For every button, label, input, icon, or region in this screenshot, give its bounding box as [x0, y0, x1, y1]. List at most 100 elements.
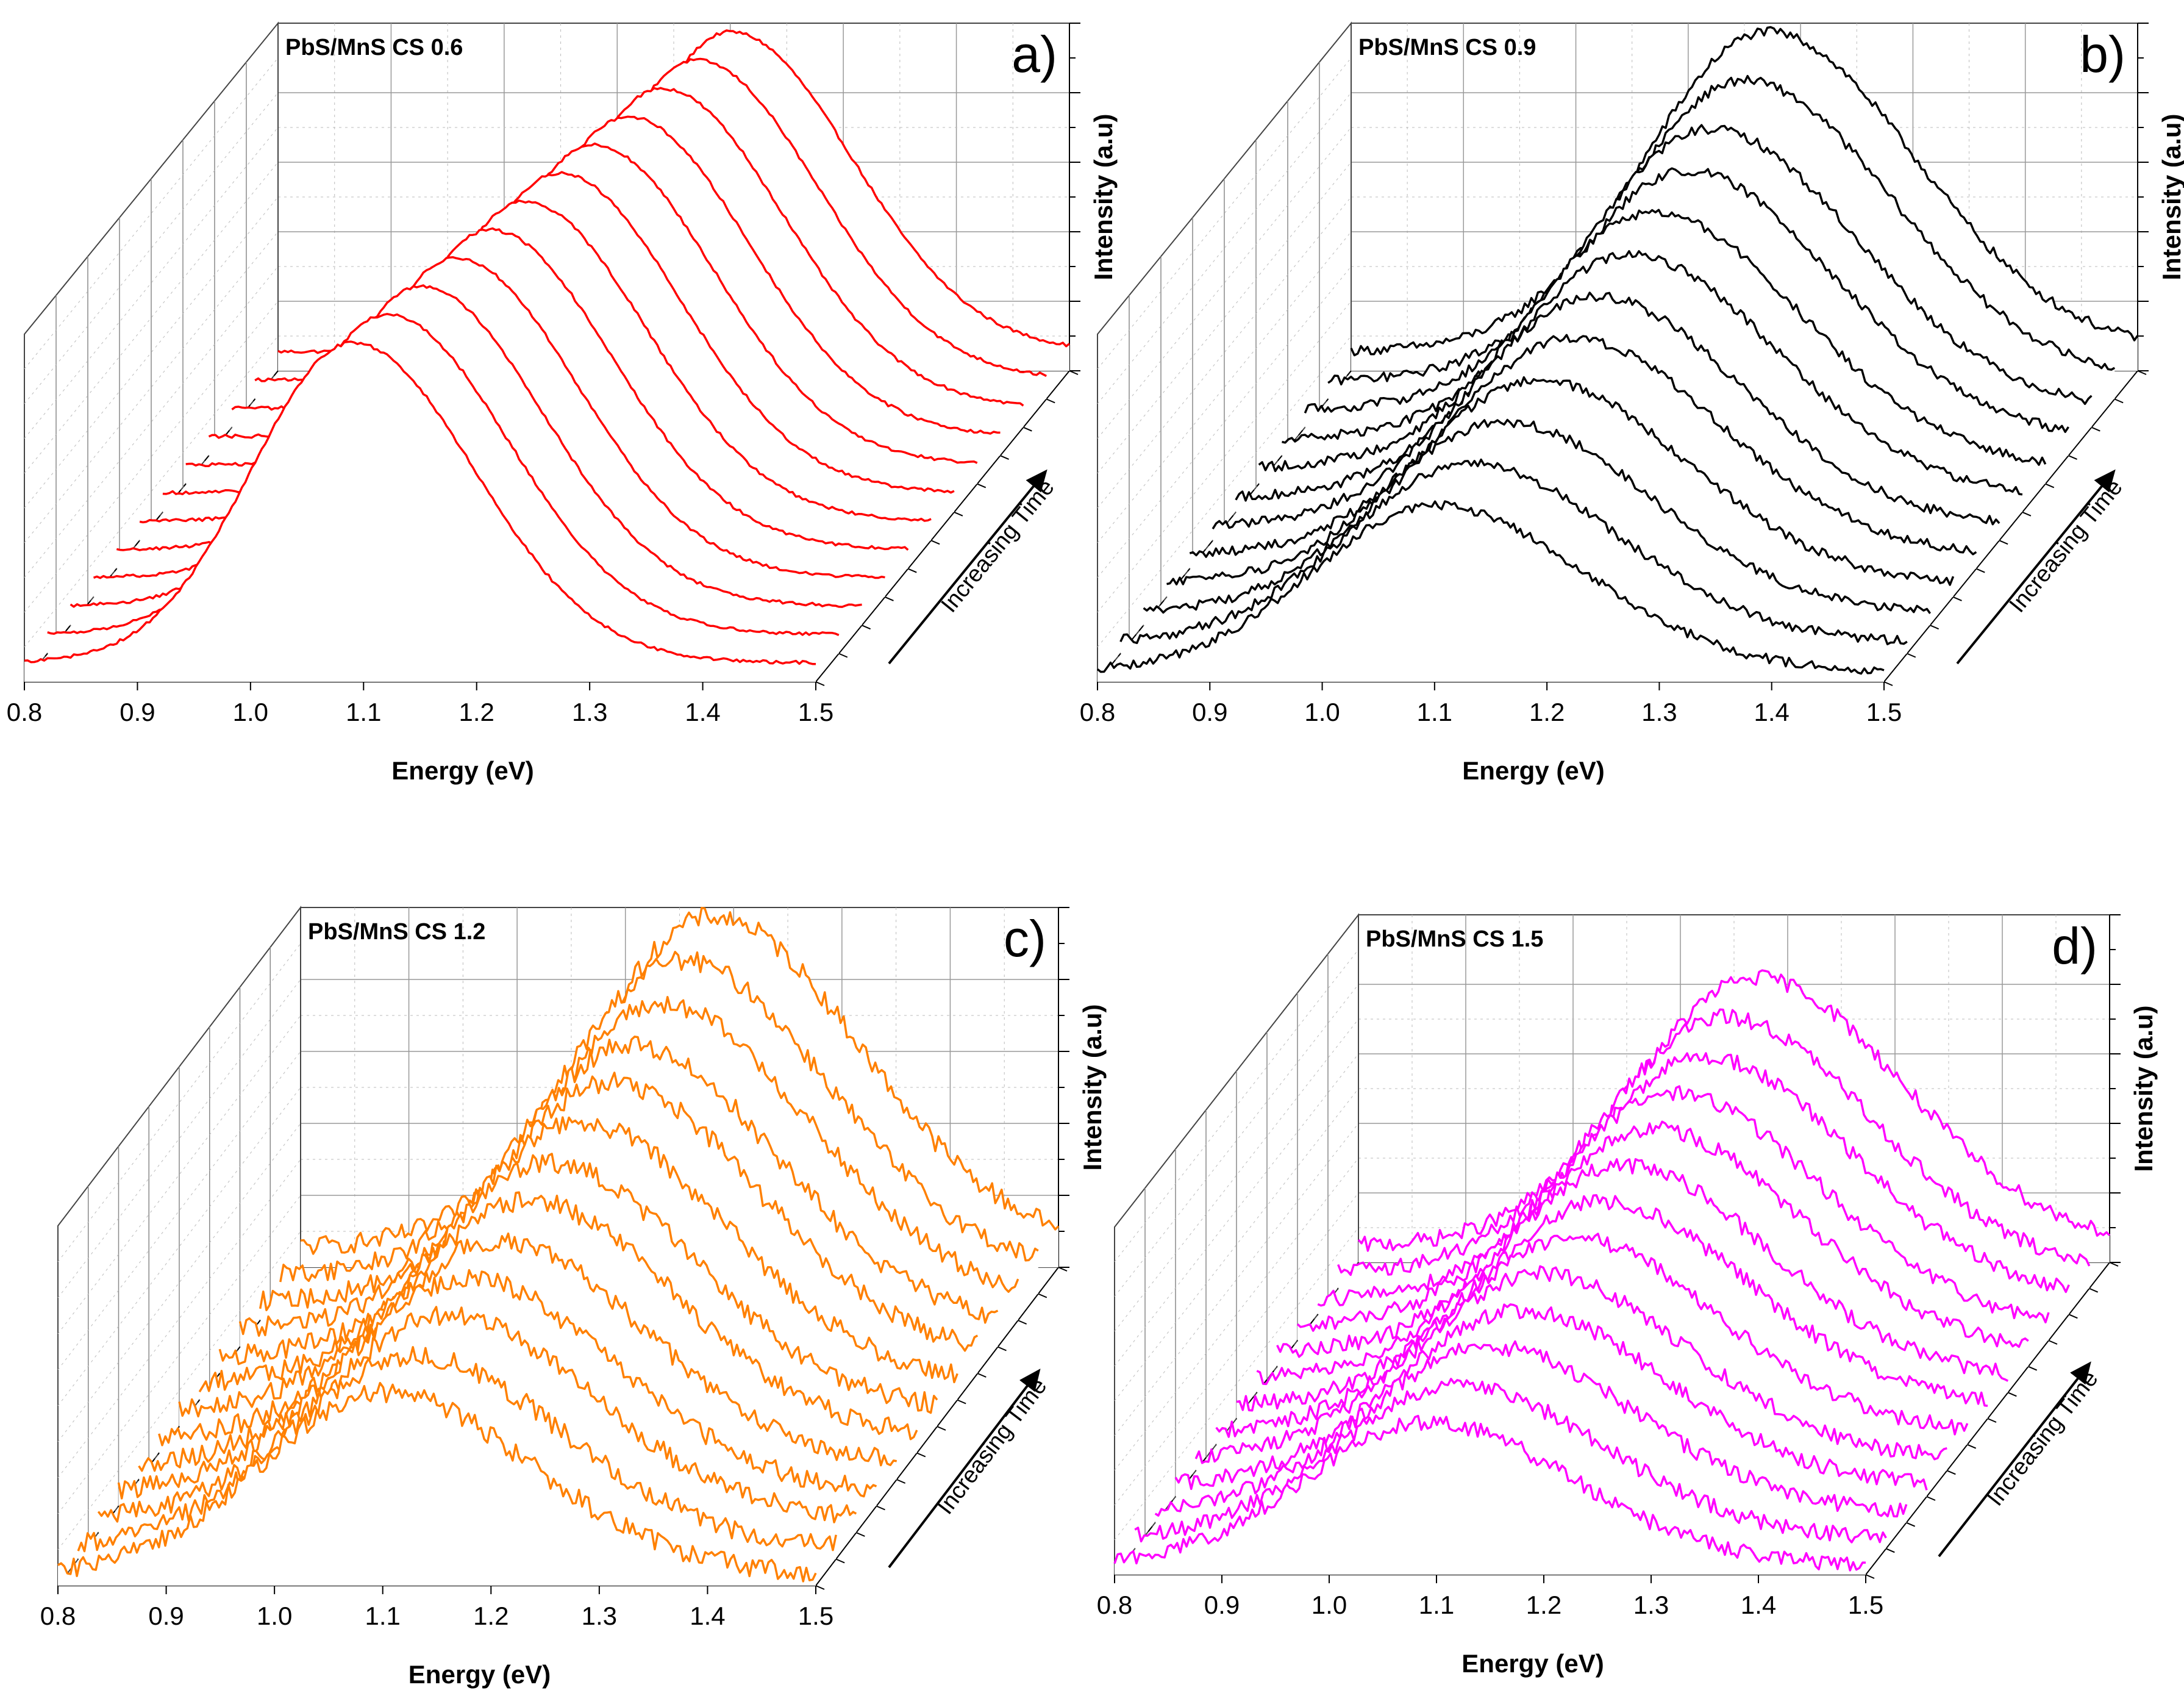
depth-tick	[2022, 511, 2032, 517]
x-tick-label: 1.2	[1529, 698, 1565, 726]
y-axis-label-b: Intensity (a.u)	[2157, 113, 2184, 280]
depth-tick	[2109, 1262, 2119, 1267]
time-arrow-b	[1956, 469, 2116, 665]
side-wall-minor-gridline	[1114, 1053, 1359, 1367]
depth-tick	[2007, 1392, 2017, 1397]
depth-tick	[815, 681, 825, 686]
x-axis-label-b: Energy (eV)	[1462, 756, 1604, 785]
spectrum-line	[1276, 1120, 2029, 1358]
spectrum-line	[1317, 1052, 2070, 1307]
sample-label-a: PbS/MnS CS 0.6	[285, 35, 463, 60]
spectrum-line	[1189, 334, 1977, 558]
depth-tick	[2068, 1314, 2078, 1319]
depth-tick	[1046, 398, 1055, 404]
depth-tick	[1865, 1574, 1875, 1579]
spectrum-line	[24, 340, 816, 665]
depth-tick	[1987, 1418, 1997, 1423]
depth-tick	[1022, 426, 1032, 432]
series-layer-b	[1096, 26, 2139, 682]
depth-tick	[1069, 370, 1079, 375]
x-tick-label: 0.8	[7, 698, 42, 726]
x-tick-label: 1.2	[1526, 1591, 1561, 1619]
depth-tick	[954, 511, 963, 517]
y-axis-label-a: Intensity (a.u)	[1089, 113, 1118, 280]
spectrum-line	[1236, 1194, 1988, 1412]
x-tick-label: 1.5	[798, 1602, 833, 1630]
spectrum-line	[279, 951, 1039, 1283]
side-wall-minor-gridline	[1114, 1018, 1359, 1332]
x-tick-label: 1.5	[1866, 698, 1902, 726]
x-tick-labels-a: 0.8 0.9 1.0 1.1 1.2 1.3 1.4 1.5	[7, 682, 833, 726]
side-wall-minor-gridline	[1114, 984, 1359, 1297]
depth-tick	[885, 596, 894, 601]
x-tick-label: 1.5	[798, 698, 833, 726]
depth-tick	[997, 1346, 1007, 1351]
depth-tick	[835, 1558, 845, 1564]
x-tick-labels-c: 0.8 0.9 1.0 1.1 1.2 1.3 1.4 1.5	[40, 1586, 833, 1630]
depth-tick	[907, 568, 917, 573]
depth-tick	[2091, 426, 2100, 432]
x-tick-label: 1.1	[365, 1602, 401, 1630]
x-tick-label: 0.9	[1204, 1591, 1240, 1619]
spectrum-line	[259, 996, 1019, 1311]
panel-d: 0.8 0.9 1.0 1.1 1.2 1.3 1.4 1.5 PbS/MnS CS 1.5 …	[1097, 913, 2158, 1678]
x-tick-labels-b: 0.8 0.9 1.0 1.1 1.2 1.3 1.4 1.5	[1080, 682, 1902, 726]
depth-tick	[977, 1373, 987, 1378]
spectrum-line	[1194, 1265, 1947, 1464]
panel-letter-a: a)	[1012, 26, 1057, 83]
x-tick-label: 1.5	[1848, 1591, 1883, 1619]
depth-tick	[2089, 1287, 2099, 1293]
depth-tick	[1930, 625, 1940, 630]
depth-tick	[1999, 540, 2008, 545]
spectrum-line	[1357, 969, 2111, 1252]
depth-tick	[1975, 568, 1985, 573]
x-tick-label: 1.1	[346, 698, 381, 726]
spectrum-line	[1282, 167, 2069, 444]
panel-letter-d: d)	[2052, 917, 2097, 975]
x-tick-label: 1.0	[257, 1602, 292, 1630]
x-tick-label: 0.9	[148, 1602, 184, 1630]
depth-tick	[1018, 1320, 1027, 1325]
x-axis-label-d: Energy (eV)	[1461, 1649, 1604, 1678]
depth-tick	[1926, 1496, 1936, 1501]
spectrum-line	[117, 1269, 877, 1500]
time-arrow-c	[888, 1369, 1041, 1569]
depth-tick	[1058, 1267, 1068, 1272]
time-arrow-a	[888, 469, 1047, 665]
depth-axis-line	[1883, 370, 2138, 682]
spectrum-fill	[1097, 501, 1884, 682]
sample-label-c: PbS/MnS CS 1.2	[308, 919, 485, 945]
sample-label-d: PbS/MnS CS 1.5	[1366, 926, 1543, 952]
side-wall-minor-gridline	[1114, 1192, 1359, 1506]
x-tick-label: 1.0	[233, 698, 268, 726]
x-tick-labels-d: 0.8 0.9 1.0 1.1 1.2 1.3 1.4 1.5	[1097, 1575, 1883, 1619]
depth-axis-line	[815, 370, 1070, 682]
depth-tick	[1967, 1444, 1977, 1449]
x-tick-label: 1.0	[1311, 1591, 1347, 1619]
series-layer-d	[1113, 969, 2111, 1575]
series-layer-c	[57, 906, 1060, 1586]
x-tick-label: 0.9	[120, 698, 155, 726]
spectrum-line	[1215, 1233, 1969, 1438]
spectrum-fill	[24, 342, 816, 682]
x-tick-label: 1.0	[1304, 698, 1340, 726]
depth-tick	[2048, 1340, 2058, 1345]
spectrum-line	[1327, 74, 2116, 385]
depth-tick	[2114, 398, 2124, 404]
depth-tick	[1038, 1293, 1047, 1298]
spectrum-line	[1235, 250, 2023, 502]
depth-tick	[2068, 455, 2077, 460]
x-axis-label-a: Energy (eV)	[391, 756, 534, 785]
spectrum-line	[1166, 376, 1955, 586]
x-tick-label: 0.8	[1080, 698, 1115, 726]
depth-tick	[1946, 1470, 1956, 1475]
spectrum-line	[1143, 418, 1932, 614]
x-tick-label: 1.4	[690, 1602, 725, 1630]
spectrum-line	[1119, 458, 1908, 646]
panel-letter-c: c)	[1004, 910, 1046, 967]
depth-tick	[1000, 455, 1009, 460]
spectrum-line	[1350, 26, 2139, 357]
x-tick-label: 1.3	[1641, 698, 1677, 726]
x-tick-label: 1.4	[1741, 1591, 1776, 1619]
y-axis-label-d: Intensity (a.u)	[2129, 1005, 2158, 1172]
